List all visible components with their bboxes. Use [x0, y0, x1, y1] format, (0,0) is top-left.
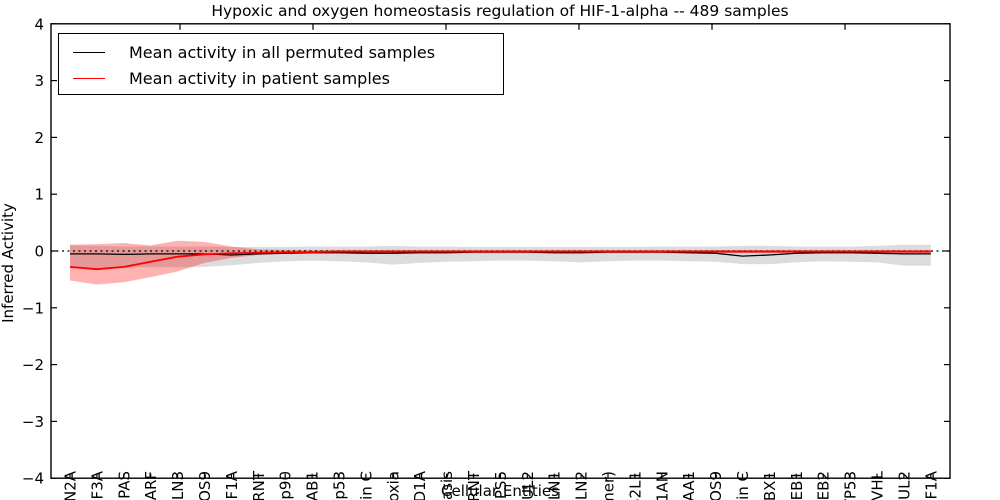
- legend-entry-permuted: Mean activity in all permuted samples: [73, 39, 503, 65]
- x-tick-label: OS9: [707, 471, 725, 500]
- x-tick-label: HIF1A/p53: [331, 471, 349, 500]
- y-tick-label: 4: [34, 15, 44, 33]
- x-tick-label: RACK1/Elongin B/Elongin C: [734, 471, 752, 500]
- x-axis-title: Cellular Entities: [441, 482, 559, 500]
- x-tick-label: ARD1A: [411, 470, 429, 500]
- x-tick-label: ARNT: [465, 470, 483, 500]
- y-tick-label: −4: [22, 470, 44, 488]
- x-tick-label: oxygen homeostasis: [438, 471, 456, 500]
- patient-mean-line: [69, 250, 931, 271]
- legend-label-permuted: Mean activity in all permuted samples: [129, 42, 436, 62]
- y-tick-label: 1: [34, 186, 44, 204]
- x-tick-label: HIF1A/JAB1: [304, 471, 322, 500]
- x-tick-label: HIF3A: [88, 470, 106, 500]
- x-tick-label: HSP90AA1: [680, 471, 698, 500]
- x-tick-label: COPS5: [492, 471, 510, 500]
- x-tick-label: EGLN1: [546, 471, 564, 500]
- y-tick-label: −1: [22, 299, 44, 317]
- x-tick-label: VHL/Elongin B/Elongin C/RBX1/CUL2/HIF1A: [922, 470, 940, 500]
- permuted-line-swatch: [73, 51, 105, 53]
- legend: Mean activity in all permuted samples Me…: [58, 33, 504, 95]
- x-tick-label: ARNT/IPAS: [115, 471, 133, 500]
- patient-line-swatch: [73, 77, 105, 79]
- x-tick-label: HIF1A/p19ARF: [142, 471, 160, 500]
- x-tick-label: TCEB2: [815, 471, 833, 500]
- x-tick-label: FIH (dimer): [600, 471, 618, 500]
- legend-entry-patient: Mean activity in patient samples: [73, 65, 503, 91]
- y-tick-label: 0: [34, 243, 44, 261]
- x-tick-label: HIF1A/Hsp90: [277, 471, 295, 500]
- x-tick-label: PHD1-3/OS9: [196, 471, 214, 500]
- y-tick-label: 2: [34, 129, 44, 147]
- x-tick-label: CUL2: [519, 471, 537, 500]
- plot-area: 4 3 2 1 0 −1 −2 −3 −4 CDKN2A HIF3A ARNT/IPAS HIF1A/p…: [22, 15, 951, 500]
- x-tick-label: VHL: [869, 470, 887, 500]
- x-tick-label: HIF1AN: [653, 471, 671, 500]
- x-tick-label: HIF1A/RACK1/Elongin B/Elongin C: [357, 471, 375, 500]
- x-tick-label: HIF1A: [223, 470, 241, 500]
- x-tick-label: CDKN2A: [62, 470, 80, 500]
- y-tick-label: −3: [22, 413, 44, 431]
- x-tick-label: GNB2L1: [626, 471, 644, 500]
- chart-title: Hypoxic and oxygen homeostasis regulatio…: [211, 2, 788, 20]
- y-tick-label: −2: [22, 356, 44, 374]
- x-tick-label: TP53: [842, 471, 860, 500]
- x-tick-label: EGLN3: [169, 471, 187, 500]
- x-tick-label: HIF1A/ARNT: [250, 470, 268, 500]
- x-tick-label: VHL/Elongin B/Elongin C/RBX1/CUL2: [895, 471, 913, 500]
- x-tick-label: EGLN2: [573, 471, 591, 500]
- x-tick-label: TCEB1: [788, 471, 806, 500]
- legend-label-patient: Mean activity in patient samples: [129, 68, 390, 88]
- y-tick-label: 3: [34, 72, 44, 90]
- x-tick-label: response to hypoxia: [384, 471, 402, 500]
- y-axis-title: Inferred Activity: [0, 203, 17, 323]
- x-tick-label: RBX1: [761, 471, 779, 500]
